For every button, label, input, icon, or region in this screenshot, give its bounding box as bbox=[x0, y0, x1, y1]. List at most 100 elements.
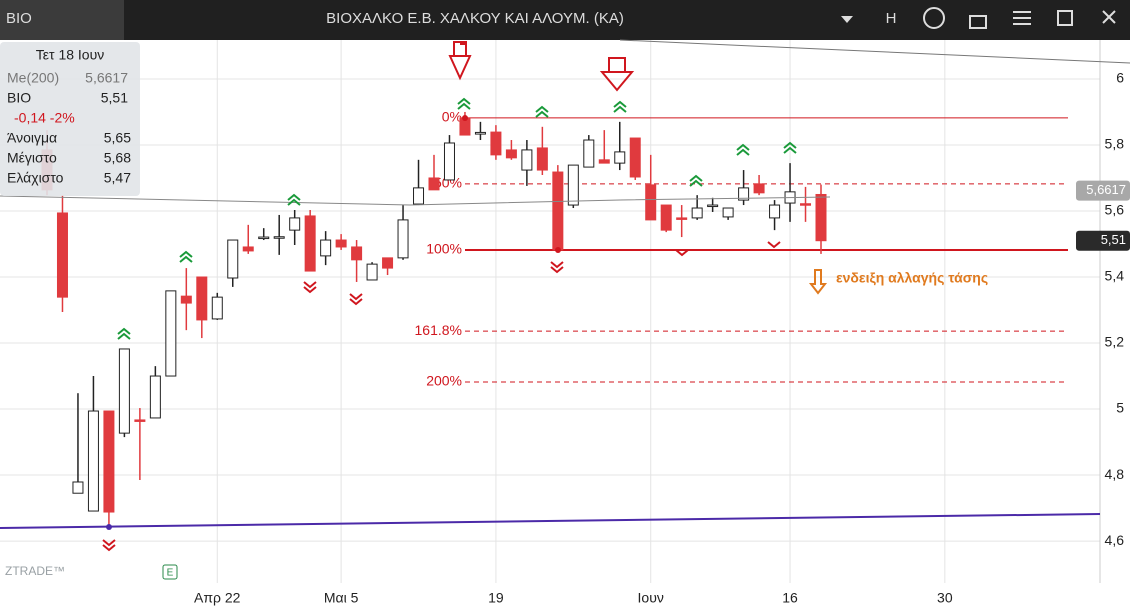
candle-body bbox=[134, 419, 146, 422]
candle-body bbox=[800, 203, 812, 206]
lock-icon[interactable] bbox=[969, 15, 987, 29]
candle-body bbox=[366, 263, 378, 281]
fib-label: 0% bbox=[442, 109, 462, 125]
x-tick-label: Ιουν bbox=[638, 590, 664, 606]
candle-body bbox=[351, 246, 363, 261]
x-tick-label: Μαι 5 bbox=[324, 590, 359, 606]
info-value: 5,47 bbox=[104, 170, 131, 186]
candle-body bbox=[242, 246, 254, 252]
y-tick-label: 5,2 bbox=[1105, 334, 1125, 350]
x-tick-label: 16 bbox=[782, 590, 798, 606]
candle-body bbox=[196, 276, 208, 321]
candle-body bbox=[304, 215, 316, 272]
candle-body bbox=[567, 164, 579, 206]
title: ΒΙΟΧΑΛΚΟ Ε.Β. ΧΑΛΚΟΥ ΚΑΙ ΑΛΟΥΜ. (ΚΑ) bbox=[326, 10, 624, 27]
dropdown-icon[interactable] bbox=[841, 16, 853, 23]
point bbox=[462, 115, 468, 121]
candle-body bbox=[56, 212, 68, 298]
candle-body bbox=[753, 183, 765, 194]
point bbox=[555, 247, 561, 253]
x-tick-label: 19 bbox=[488, 590, 504, 606]
quote-icon[interactable] bbox=[923, 7, 945, 29]
candle-body bbox=[413, 187, 425, 205]
candle-body bbox=[227, 239, 239, 279]
candle-body bbox=[397, 219, 409, 259]
y-tick-label: 5,4 bbox=[1105, 268, 1125, 284]
ma-line bbox=[0, 195, 411, 206]
price-tag-label: 5,6617 bbox=[1086, 182, 1126, 197]
x-tick-label: 30 bbox=[937, 590, 953, 606]
y-tick-label: 5,6 bbox=[1105, 202, 1125, 218]
fib-label: 161.8% bbox=[415, 322, 462, 338]
candle-body bbox=[149, 375, 161, 419]
symbol-box[interactable] bbox=[0, 0, 124, 40]
symbol: BIO bbox=[6, 10, 32, 27]
close-icon[interactable] bbox=[1102, 10, 1116, 24]
candle-body bbox=[258, 236, 270, 240]
fib-label: 200% bbox=[426, 373, 462, 389]
candle-body bbox=[180, 295, 192, 304]
trend-line bbox=[619, 39, 1130, 64]
candle-body bbox=[382, 257, 394, 269]
candle-body bbox=[87, 410, 99, 512]
brand: ZTRADE™ bbox=[5, 564, 65, 578]
support-line bbox=[0, 513, 1101, 529]
candle-body bbox=[273, 236, 285, 239]
info-label: Άνοιγμα bbox=[7, 130, 57, 146]
price-tag bbox=[1076, 180, 1130, 201]
fib-label: 50% bbox=[434, 175, 462, 191]
candle-body bbox=[289, 217, 301, 231]
info-value: 5,51 bbox=[101, 90, 128, 106]
candle-body bbox=[474, 131, 486, 135]
candle-body bbox=[691, 207, 703, 219]
y-tick-label: 5 bbox=[1116, 400, 1124, 416]
price-tag-label: 5,51 bbox=[1101, 232, 1126, 247]
candle-body bbox=[505, 149, 517, 159]
info-date: Τετ 18 Ιουν bbox=[36, 47, 104, 63]
info-change: -0,14 -2% bbox=[14, 110, 75, 126]
candle-body bbox=[118, 348, 130, 434]
info-label: Me(200) bbox=[7, 70, 59, 86]
candle-body bbox=[72, 481, 84, 494]
candle-body bbox=[552, 171, 564, 251]
x-tick-label: Απρ 22 bbox=[194, 590, 241, 606]
candle-body bbox=[598, 159, 610, 164]
candle-body bbox=[583, 139, 595, 168]
info-value: 5,68 bbox=[104, 150, 131, 166]
candle-body bbox=[536, 147, 548, 171]
header-bar bbox=[0, 0, 1130, 40]
candle-body bbox=[320, 239, 332, 257]
candle-body bbox=[165, 290, 177, 377]
candle-body bbox=[676, 217, 688, 220]
candle-body bbox=[614, 151, 626, 164]
info-label: BIO bbox=[7, 90, 31, 106]
badge[interactable]: E bbox=[167, 568, 174, 579]
info-panel bbox=[0, 42, 140, 196]
candle-body bbox=[815, 193, 827, 242]
candle-body bbox=[707, 204, 719, 208]
info-value: 5,65 bbox=[104, 130, 131, 146]
candle-body bbox=[521, 149, 533, 171]
candle-body bbox=[211, 296, 223, 320]
annotation: ενδειξη αλλαγής τάσης bbox=[836, 270, 988, 286]
mode[interactable]: H bbox=[886, 10, 897, 27]
price-tag bbox=[1076, 230, 1130, 251]
candle-body bbox=[722, 207, 734, 218]
y-tick-label: 5,8 bbox=[1105, 136, 1125, 152]
candle-body bbox=[769, 204, 781, 219]
fib-label: 100% bbox=[426, 241, 462, 257]
info-value: 5,6617 bbox=[85, 70, 128, 86]
point bbox=[106, 524, 112, 530]
restore-icon[interactable] bbox=[1057, 10, 1073, 26]
y-tick-label: 6 bbox=[1116, 70, 1124, 86]
candle-body bbox=[443, 142, 455, 181]
candle-body bbox=[428, 177, 440, 191]
candle-body bbox=[335, 239, 347, 248]
badge-box[interactable] bbox=[162, 564, 178, 580]
menu-icon[interactable] bbox=[1013, 11, 1031, 25]
candle-body bbox=[738, 187, 750, 201]
ma-line bbox=[409, 196, 831, 206]
candle-body bbox=[660, 204, 672, 231]
